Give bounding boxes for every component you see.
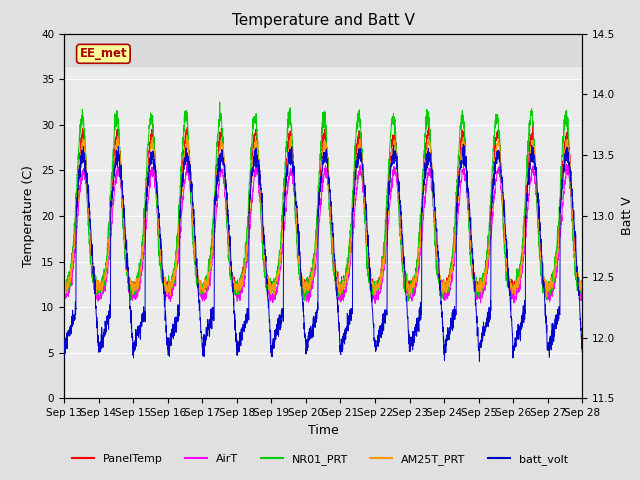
NR01_PRT [60,290,68,296]
AM25T_PRT [60,286,68,292]
batt_volt [513,328,520,334]
NR01_PRT [150,136,157,142]
X-axis label: Time: Time [308,424,339,437]
AM25T_PRT [579,285,586,290]
AM25T_PRT [282,189,289,195]
AM25T_PRT [259,237,267,243]
batt_volt [259,221,267,227]
NR01_PRT [405,298,413,304]
batt_volt [119,195,127,201]
AirT [372,300,380,306]
batt_volt [579,349,586,355]
Line: batt_volt: batt_volt [64,144,582,361]
AM25T_PRT [150,147,157,153]
PanelTemp [259,238,267,243]
AirT [569,224,577,229]
NR01_PRT [579,285,586,291]
Text: EE_met: EE_met [79,48,127,60]
AirT [513,287,520,293]
batt_volt [476,359,483,364]
NR01_PRT [282,166,289,172]
Y-axis label: Temperature (C): Temperature (C) [22,165,35,267]
batt_volt [460,142,467,147]
Title: Temperature and Batt V: Temperature and Batt V [232,13,415,28]
AM25T_PRT [543,294,550,300]
PanelTemp [529,119,536,125]
batt_volt [282,193,289,199]
AirT [119,218,127,224]
PanelTemp [127,294,134,300]
AirT [579,289,586,295]
PanelTemp [569,211,577,216]
AirT [259,244,267,250]
AirT [282,205,289,211]
NR01_PRT [259,248,267,253]
AM25T_PRT [569,211,577,216]
Line: NR01_PRT: NR01_PRT [64,102,582,301]
Legend: PanelTemp, AirT, NR01_PRT, AM25T_PRT, batt_volt: PanelTemp, AirT, NR01_PRT, AM25T_PRT, ba… [68,450,572,469]
PanelTemp [119,214,127,220]
NR01_PRT [216,99,223,105]
NR01_PRT [119,226,127,232]
batt_volt [60,355,68,361]
Y-axis label: Batt V: Batt V [621,197,634,235]
batt_volt [569,204,577,210]
PanelTemp [150,137,158,143]
Line: AirT: AirT [64,163,582,303]
PanelTemp [579,285,586,290]
AirT [150,173,157,179]
Line: AM25T_PRT: AM25T_PRT [64,135,582,297]
NR01_PRT [569,226,577,231]
PanelTemp [282,173,289,179]
AM25T_PRT [119,205,127,211]
AM25T_PRT [183,132,191,138]
AirT [183,160,191,166]
AM25T_PRT [513,283,520,289]
Bar [64,34,582,65]
batt_volt [150,155,157,161]
PanelTemp [60,279,68,285]
Line: PanelTemp: PanelTemp [64,122,582,297]
PanelTemp [513,277,520,283]
AirT [60,289,68,295]
NR01_PRT [513,277,520,283]
